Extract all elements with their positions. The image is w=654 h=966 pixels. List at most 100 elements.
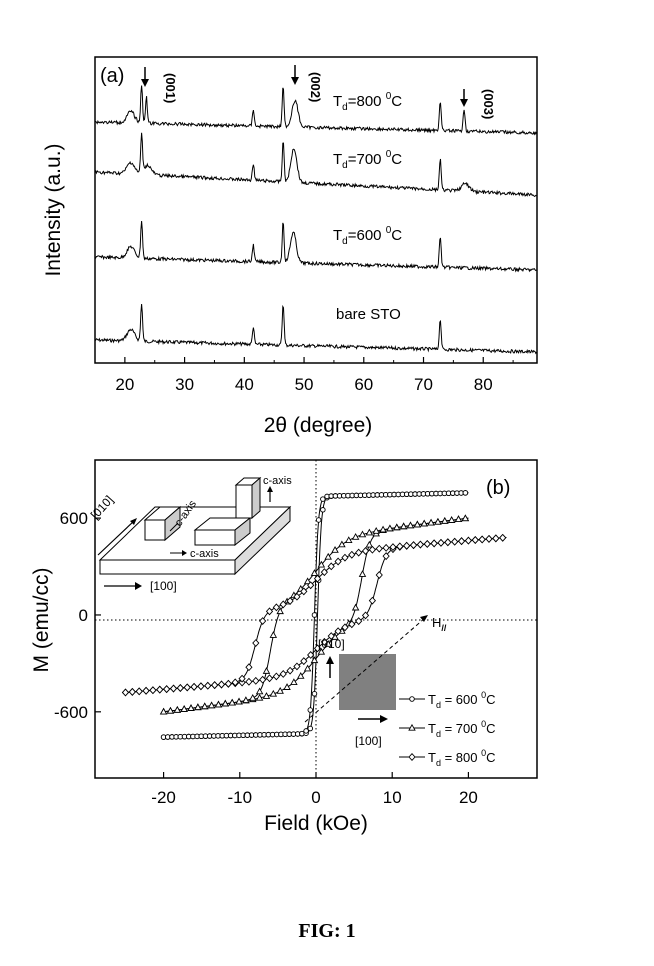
data-point — [358, 570, 367, 577]
data-point — [286, 666, 294, 675]
data-point — [142, 686, 150, 695]
xrd-curve-700 — [94, 132, 537, 197]
data-point — [269, 689, 278, 697]
data-point — [262, 692, 271, 699]
panel-label-b: (b) — [486, 477, 510, 499]
data-point — [128, 687, 136, 696]
curve-label-600: Td=600 0C — [333, 225, 402, 247]
data-point — [121, 688, 130, 697]
data-point — [149, 686, 157, 695]
data-point — [386, 524, 394, 532]
data-point — [396, 542, 404, 551]
inset2-dir-010: [010] — [318, 637, 345, 651]
data-point — [471, 536, 479, 544]
data-point — [365, 528, 374, 536]
data-point — [320, 637, 328, 646]
xrd-curve-800 — [94, 85, 537, 136]
mh-x-tick-label: -20 — [151, 788, 176, 807]
data-point — [447, 516, 456, 523]
mh-x-tick-label: 20 — [459, 788, 478, 807]
xrd-x-tick-label: 70 — [414, 375, 433, 394]
data-point — [341, 553, 349, 562]
data-point — [224, 679, 232, 688]
data-point — [317, 560, 326, 568]
curve-label-700: Td=700 0C — [333, 149, 402, 171]
inset-dir-100: [100] — [150, 579, 177, 593]
data-point — [355, 548, 363, 557]
data-point — [265, 607, 274, 616]
data-point — [368, 545, 377, 554]
data-point — [290, 678, 298, 686]
data-point — [320, 507, 326, 513]
data-point — [324, 552, 332, 560]
panel-label-a: (a) — [100, 65, 124, 87]
xrd-x-tick-label: 30 — [175, 375, 194, 394]
data-point — [200, 702, 209, 710]
data-point — [334, 557, 342, 566]
data-point — [389, 543, 397, 552]
xrd-y-axis-label: Intensity (a.u.) — [42, 143, 65, 276]
data-point — [382, 543, 390, 552]
data-point — [300, 587, 308, 596]
data-point — [156, 685, 164, 694]
data-point — [311, 612, 318, 618]
c-axis-label-2: c-axis — [190, 548, 219, 560]
data-point — [408, 723, 416, 731]
data-point — [187, 704, 195, 711]
data-point — [437, 538, 445, 547]
curve-label-bare-sto: bare STO — [336, 306, 401, 323]
hysteresis-panel: -20 -10 0 10 20 -600 0 600 (b) Field (kOe) M (e… — [30, 459, 538, 835]
legend-label-700: Td = 700 0C — [428, 719, 496, 739]
data-point — [315, 517, 322, 523]
data-point — [303, 664, 312, 672]
data-point — [307, 650, 315, 659]
data-point — [293, 592, 301, 601]
data-point — [334, 627, 342, 636]
data-point — [276, 607, 284, 615]
mh-x-tick-label: 0 — [311, 788, 320, 807]
data-point — [276, 686, 284, 694]
mh-y-tick-label: -600 — [54, 703, 88, 722]
mh-y-tick-label: 600 — [60, 509, 88, 528]
data-point — [420, 519, 428, 527]
mh-axis-ticks: -20 -10 0 10 20 -600 0 600 — [54, 509, 478, 807]
data-point — [461, 514, 470, 522]
svg-text:(002): (002) — [308, 72, 323, 102]
data-point — [382, 552, 390, 561]
data-point — [423, 539, 431, 548]
data-point — [293, 662, 301, 671]
data-point — [194, 703, 202, 711]
data-point — [176, 684, 184, 692]
mh-loop-600 — [160, 490, 469, 740]
data-point — [375, 544, 383, 553]
crystal-orientation-inset: c-axis c-axis c-axis [010] [100] — [88, 475, 292, 593]
data-point — [235, 697, 243, 705]
data-point — [313, 574, 322, 583]
data-point — [462, 490, 469, 496]
data-point — [457, 537, 466, 546]
data-point — [228, 698, 236, 706]
data-point — [245, 677, 253, 686]
data-point — [408, 753, 416, 761]
data-point — [211, 681, 219, 690]
data-point — [434, 517, 442, 525]
data-point — [393, 523, 401, 531]
data-point — [441, 517, 449, 524]
data-point — [248, 693, 257, 701]
legend-label-800: Td = 800 0C — [428, 748, 496, 768]
mh-x-tick-label: -10 — [228, 788, 253, 807]
data-point — [252, 676, 260, 685]
sample-square — [339, 654, 396, 710]
data-point — [252, 639, 260, 648]
data-point — [259, 675, 267, 684]
data-point — [245, 663, 253, 672]
data-point — [324, 639, 332, 647]
data-point — [310, 569, 319, 576]
data-point — [368, 596, 377, 605]
data-point — [300, 657, 308, 666]
data-point — [286, 597, 294, 605]
xrd-plot-frame — [94, 56, 538, 364]
data-point — [409, 541, 418, 550]
data-point — [135, 687, 143, 696]
data-point — [464, 536, 473, 545]
